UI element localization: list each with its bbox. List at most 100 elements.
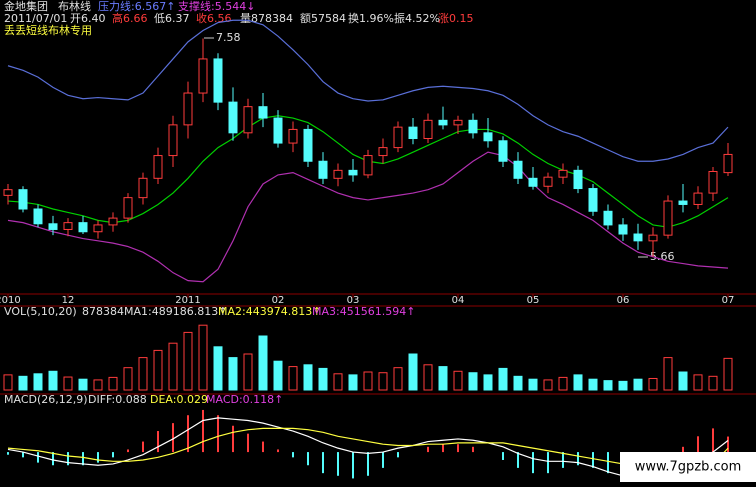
candle-body xyxy=(63,222,73,230)
volume-bar xyxy=(708,375,718,391)
volume-bar xyxy=(603,380,613,391)
volume-bar xyxy=(513,375,523,391)
volume-bar xyxy=(183,331,193,391)
volume-bar xyxy=(348,374,358,391)
volume-bar xyxy=(723,357,733,391)
candle-body xyxy=(288,128,298,144)
volume-bar xyxy=(588,378,598,391)
volume-bar xyxy=(228,357,238,391)
volume-bar xyxy=(408,353,418,391)
volume-bar xyxy=(648,377,658,391)
volume-bar xyxy=(543,379,553,391)
quote-change: 涨0.15 xyxy=(438,12,474,25)
volume-bar xyxy=(123,367,133,391)
candle-body xyxy=(498,140,508,162)
candle-body xyxy=(78,222,88,233)
volume-bar xyxy=(663,357,673,391)
x-tick-label: 04 xyxy=(452,295,465,306)
macd-title: MACD(26,12,9) xyxy=(4,393,88,406)
candle-body xyxy=(678,200,688,205)
candle-body xyxy=(258,106,268,119)
volume-bar xyxy=(693,374,703,391)
annotation: 5.66 xyxy=(650,250,675,263)
volume-bar xyxy=(153,349,163,391)
quote-amplitude: 振4.52% xyxy=(394,11,440,25)
volume-bar xyxy=(528,378,538,391)
candle-body xyxy=(513,160,523,179)
upper-band xyxy=(7,19,729,162)
candle-body xyxy=(528,177,538,187)
volume-bar xyxy=(558,376,568,391)
volume-bar xyxy=(363,371,373,391)
quote-amount: 额57584 xyxy=(300,12,346,25)
lower-band xyxy=(7,151,729,283)
x-tick-label: 03 xyxy=(347,295,360,306)
volume-bar xyxy=(393,367,403,391)
candle-body xyxy=(228,101,238,134)
annotation: 7.58 xyxy=(216,31,241,44)
x-tick-label: 06 xyxy=(617,295,630,306)
candle-body xyxy=(303,128,313,162)
volume-bar xyxy=(243,353,253,391)
volume-bar xyxy=(213,346,223,391)
volume-bar xyxy=(273,360,283,391)
candle-body xyxy=(243,106,253,134)
quote-open: 开6.40 xyxy=(70,12,106,25)
candle-body xyxy=(198,58,208,94)
volume-bar xyxy=(378,372,388,391)
candle-body xyxy=(483,132,493,142)
note: 丢丢短线布林专用 xyxy=(4,23,92,37)
candle-body xyxy=(33,208,43,225)
candle-body xyxy=(108,217,118,226)
volume-bar xyxy=(3,374,13,391)
candle-body xyxy=(393,126,403,149)
dea-label: DEA:0.029 xyxy=(150,393,208,406)
candle-body xyxy=(213,58,223,103)
vol-value: 878384 xyxy=(82,305,124,318)
volume-bar xyxy=(63,376,73,391)
volume-bar xyxy=(18,375,28,391)
candle-body xyxy=(708,170,718,194)
candle-body xyxy=(363,155,373,176)
candle-body xyxy=(18,189,28,210)
volume-bar xyxy=(138,357,148,391)
x-tick-label: 2010 xyxy=(0,295,21,306)
candle-body xyxy=(693,192,703,205)
candle-body xyxy=(453,119,463,126)
candle-body xyxy=(558,169,568,178)
candle-body xyxy=(633,233,643,242)
candle-body xyxy=(318,160,328,179)
volume-bar xyxy=(483,374,493,391)
vol-ma1: MA1:489186.813↑ xyxy=(124,305,227,318)
quote-date: 2011/07/01 xyxy=(4,12,67,25)
vol-title: VOL(5,10,20) xyxy=(4,305,77,318)
volume-bar xyxy=(678,371,688,391)
candle-body xyxy=(723,153,733,174)
candle-body xyxy=(48,223,58,230)
diff-label: DIFF:0.088 xyxy=(88,393,147,406)
plot-area: 2010 12 2011 02 03 04 05 06 07 xyxy=(0,19,734,480)
stock-name: 金地集团 xyxy=(4,0,48,13)
dea-line xyxy=(7,427,729,470)
volume-bar xyxy=(618,380,628,391)
indicator-name: 布林线 xyxy=(58,0,91,13)
candle-body xyxy=(123,197,133,219)
volume-bar xyxy=(198,324,208,391)
candle-body xyxy=(573,169,583,190)
volume-bar xyxy=(438,366,448,391)
candle-body xyxy=(468,119,478,134)
volume-bar xyxy=(573,374,583,391)
candle-body xyxy=(333,169,343,179)
volume-bar xyxy=(33,373,43,391)
volume-bar xyxy=(258,335,268,391)
x-tick-label: 2011 xyxy=(175,295,200,306)
candle-body xyxy=(618,224,628,235)
candle-body xyxy=(648,234,658,242)
quote-volume: 量878384 xyxy=(240,12,293,25)
candle-body xyxy=(93,224,103,233)
x-tick-label: 05 xyxy=(527,295,540,306)
upper-label: 压力线:6.567↑ xyxy=(98,0,175,13)
watermark: www.7gpzb.com xyxy=(635,460,742,475)
candle-body xyxy=(543,176,553,187)
